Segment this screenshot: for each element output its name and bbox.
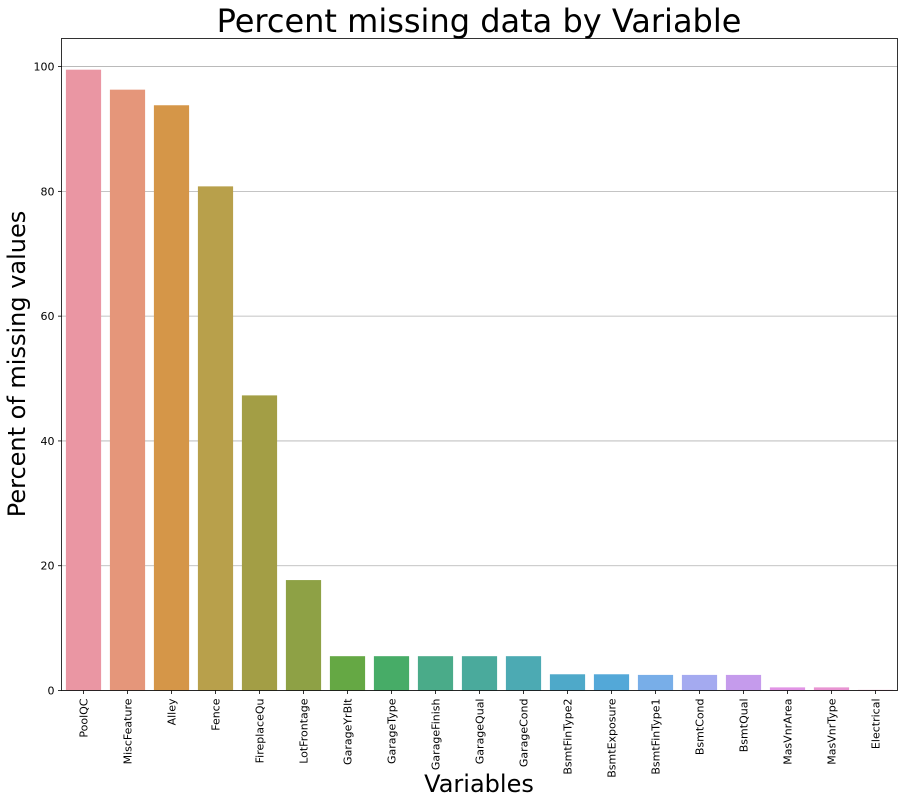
bar-fireplacequ	[241, 395, 278, 691]
x-tick-label: MiscFeature	[122, 698, 135, 764]
bar-alley	[153, 105, 190, 691]
bar-garagetype	[373, 656, 410, 691]
bar-garagecond	[505, 656, 542, 691]
y-tick-label: 40	[41, 435, 55, 448]
x-tick-label: PoolQC	[78, 698, 91, 737]
x-tick-label: MasVnrType	[826, 698, 839, 764]
bar-garagefinish	[417, 656, 454, 691]
x-tick-label: LotFrontage	[298, 698, 311, 764]
x-tick-label: BsmtFinType2	[562, 699, 575, 775]
x-tick-label: MasVnrArea	[782, 699, 795, 765]
bar-masvnrtype	[813, 687, 850, 691]
x-tick-label: BsmtFinType1	[650, 699, 663, 775]
y-tick-label: 60	[41, 310, 55, 323]
bar-miscfeature	[109, 89, 146, 691]
x-axis-label: Variables	[424, 770, 534, 798]
bar-garagequal	[461, 656, 498, 691]
y-axis-label: Percent of missing values	[3, 211, 31, 518]
y-tick-label: 0	[48, 685, 55, 698]
bar-masvnrarea	[769, 687, 806, 691]
bar-bsmtqual	[725, 674, 762, 691]
x-axis-ticks: PoolQC MiscFeature Alley Fence FireplaceQu Lo…	[78, 690, 883, 778]
y-tick-label: 20	[41, 560, 55, 573]
bar-garageyrblt	[329, 656, 366, 691]
chart-title: Percent missing data by Variable	[217, 2, 742, 40]
bar-poolqc	[65, 69, 102, 691]
x-tick-label: Fence	[210, 698, 223, 731]
x-tick-label: BsmtCond	[694, 699, 707, 756]
x-tick-label: GarageFinish	[430, 698, 443, 770]
bar-fence	[197, 186, 234, 691]
y-axis-ticks: 0 20 40 60 80 100	[34, 61, 62, 698]
bar-bsmtexposure	[593, 674, 630, 691]
bars	[65, 69, 894, 691]
x-tick-label: Alley	[166, 698, 179, 725]
y-tick-label: 80	[41, 185, 55, 198]
bar-lotfrontage	[285, 580, 322, 691]
x-tick-label: GarageCond	[518, 699, 531, 768]
x-tick-label: BsmtExposure	[606, 698, 619, 777]
bar-bsmtfintype1	[637, 674, 674, 691]
x-tick-label: GarageType	[386, 698, 399, 764]
x-tick-label: FireplaceQu	[254, 699, 267, 764]
y-tick-label: 100	[34, 61, 55, 74]
x-tick-label: Electrical	[870, 699, 883, 750]
bar-bsmtfintype2	[549, 674, 586, 691]
x-tick-label: BsmtQual	[738, 699, 751, 753]
bar-bsmtcond	[681, 674, 718, 691]
x-tick-label: GarageYrBlt	[342, 698, 355, 765]
x-tick-label: GarageQual	[474, 699, 487, 765]
